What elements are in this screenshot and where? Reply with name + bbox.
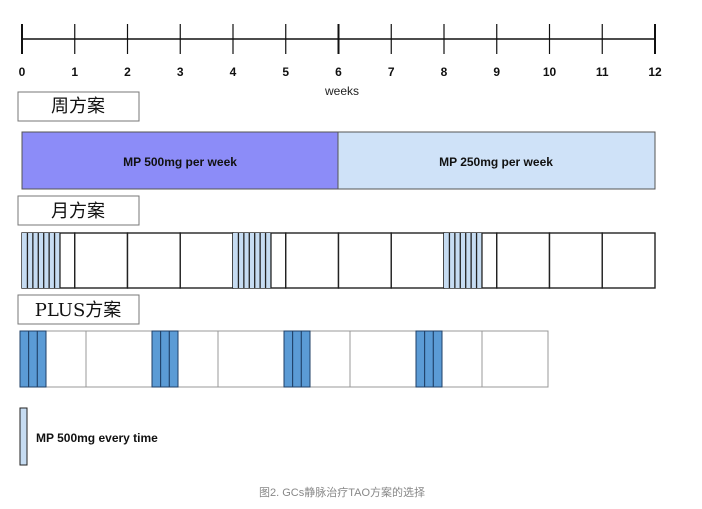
plus-title-box [17, 294, 140, 325]
monthly-week-cells [21, 232, 656, 289]
axis-tick-label: 1 [71, 65, 78, 79]
monthly-scheme: 月方案 [17, 195, 656, 289]
axis-tick-label: 5 [282, 65, 289, 79]
axis-unit-label: weeks [324, 84, 359, 98]
plus-cell [349, 330, 417, 388]
monthly-dose-block [22, 233, 60, 288]
plus-dose-stripe [424, 330, 434, 388]
plus-dose-marks [19, 330, 443, 388]
weekly-title: 周方案 [51, 96, 105, 117]
axis-tick-label: 3 [177, 65, 184, 79]
plus-dose-stripe [292, 330, 302, 388]
axis-tick-label: 12 [648, 65, 662, 79]
legend-label: MP 500mg every time [36, 431, 158, 445]
plus-cell [481, 330, 549, 388]
monthly-week-cell [74, 232, 129, 289]
monthly-dose-marks [22, 233, 483, 288]
axis-tick-label: 7 [388, 65, 395, 79]
plus-cell [85, 330, 153, 388]
plus-dose-stripe [151, 330, 162, 388]
monthly-week-cell [126, 232, 181, 289]
axis-tick-label: 8 [441, 65, 448, 79]
weekly-phase2-bar [337, 131, 656, 190]
axis-tick-label: 11 [596, 65, 609, 79]
axis-tick-label: 6 [335, 65, 342, 79]
monthly-week-cell [285, 232, 340, 289]
plus-dose-stripe [19, 330, 30, 388]
monthly-title-box [17, 195, 140, 226]
monthly-week-cell [601, 232, 656, 289]
weekly-title-box [17, 91, 140, 122]
plus-dose-stripe [300, 330, 311, 388]
plus-dose-stripe [160, 330, 170, 388]
axis-tick-labels: 0 1 2 3 4 5 6 7 8 9 10 11 12 [19, 65, 662, 79]
axis-tick-label: 4 [230, 65, 237, 79]
weekly-phase2-label: MP 250mg per week [439, 155, 553, 169]
monthly-week-cell [179, 232, 234, 289]
monthly-week-cell [548, 232, 603, 289]
plus-dose-stripe [283, 330, 294, 388]
monthly-dose-block [444, 233, 482, 288]
monthly-dose-block [233, 233, 271, 288]
plus-dose-stripe [36, 330, 47, 388]
monthly-title: 月方案 [51, 201, 105, 222]
plus-scheme: PLUS方案 [17, 294, 549, 388]
plus-dose-stripe [168, 330, 179, 388]
plus-dose-stripe [28, 330, 38, 388]
legend-swatch [19, 407, 28, 466]
plus-cell [217, 330, 285, 388]
plus-dose-stripe [415, 330, 426, 388]
weekly-phase1-label: MP 500mg per week [123, 155, 237, 169]
legend: MP 500mg every time [19, 407, 158, 466]
axis-tick-label: 2 [124, 65, 131, 79]
monthly-week-cell [337, 232, 392, 289]
monthly-week-cell [496, 232, 551, 289]
plus-dose-stripe [432, 330, 443, 388]
week-axis: 0 1 2 3 4 5 6 7 8 9 10 11 12 weeks [19, 24, 662, 98]
axis-tick-label: 0 [19, 65, 26, 79]
monthly-week-cell [390, 232, 445, 289]
axis-tick-label: 9 [493, 65, 500, 79]
axis-ticks [21, 24, 656, 54]
figure-caption: 图2. GCs静脉治疗TAO方案的选择 [259, 485, 425, 499]
axis-tick-label: 10 [543, 65, 557, 79]
plus-title: PLUS方案 [35, 300, 122, 321]
weekly-scheme: 周方案 MP 500mg per week MP 250mg per week [17, 91, 656, 190]
